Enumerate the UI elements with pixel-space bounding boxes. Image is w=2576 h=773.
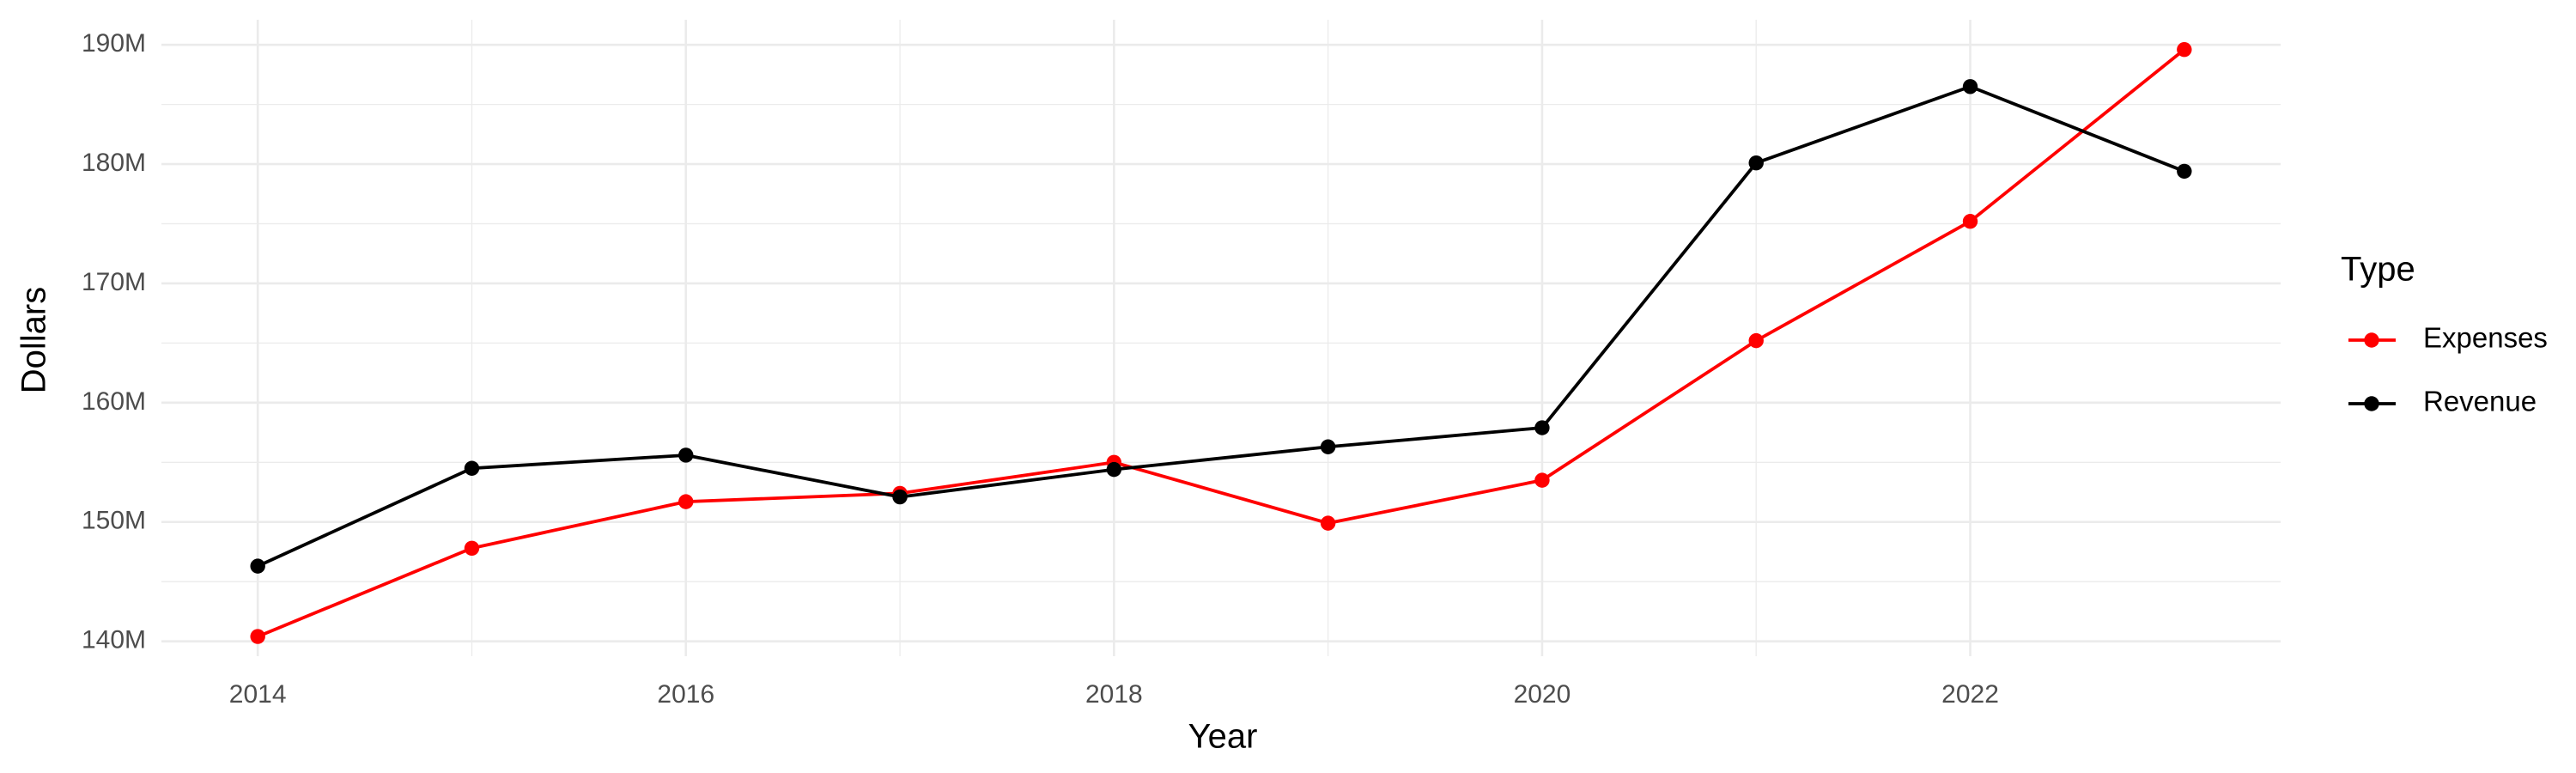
data-point	[1748, 155, 1764, 171]
x-tick-label: 2022	[1941, 680, 1999, 709]
x-tick-label: 2014	[229, 680, 287, 709]
data-point	[1962, 79, 1978, 94]
grid	[161, 20, 2281, 656]
data-point	[2177, 163, 2192, 180]
legend-marker	[2364, 396, 2379, 411]
data-point	[1106, 461, 1122, 478]
legend-marker	[2364, 332, 2379, 348]
x-tick-label: 2016	[657, 680, 714, 709]
data-point	[1320, 515, 1336, 531]
y-tick-label: 150M	[82, 507, 146, 535]
x-tick-label: 2018	[1085, 680, 1143, 709]
data-point	[464, 460, 480, 476]
data-point	[1962, 214, 1978, 229]
data-point	[678, 447, 694, 463]
legend-label: Expenses	[2423, 322, 2548, 354]
y-tick-label: 170M	[82, 268, 146, 296]
data-point	[464, 540, 480, 557]
x-tick-label: 2020	[1514, 680, 1571, 709]
data-point	[250, 629, 265, 644]
data-point	[2177, 42, 2192, 58]
y-tick-label: 190M	[82, 29, 146, 58]
series-line	[257, 84, 2185, 568]
data-point	[892, 489, 908, 505]
series-line	[257, 48, 2186, 638]
data-point	[1320, 439, 1336, 454]
data-point	[678, 494, 694, 509]
data-point	[1748, 332, 1764, 349]
data-point	[1534, 420, 1550, 435]
y-tick-label: 180M	[82, 149, 146, 177]
data-point	[1534, 472, 1550, 488]
legend-title: Type	[2341, 251, 2415, 289]
y-axis-title: Dollars	[15, 287, 53, 393]
legend-label: Revenue	[2423, 386, 2537, 417]
y-tick-label: 140M	[82, 626, 146, 654]
x-axis-title: Year	[1188, 718, 1258, 756]
data-point	[250, 558, 265, 574]
y-tick-label: 160M	[82, 387, 146, 416]
